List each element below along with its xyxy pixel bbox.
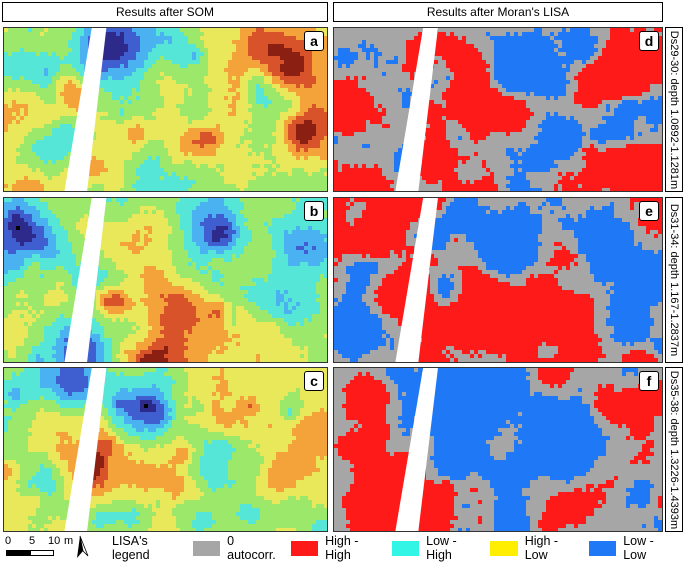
panel-label-c: c	[304, 371, 324, 391]
header-som-text: Results after SOM	[116, 5, 214, 19]
scale-zero: 0	[5, 535, 11, 547]
panel-label-d: d	[639, 31, 659, 51]
panel-label-b: b	[304, 201, 324, 221]
legend-label: Low - Low	[623, 534, 675, 562]
scale-segment-2	[30, 550, 54, 556]
legend-item: Low - Low	[589, 534, 675, 562]
legend-item: High - High	[291, 534, 382, 562]
depth-label-3: Ds35-38: depth 1.3226-1.4393m	[665, 367, 683, 532]
scale-segment-1	[6, 550, 30, 556]
legend-label: High - Low	[525, 534, 579, 562]
legend-swatch	[291, 541, 318, 556]
scale-mid: 5	[29, 535, 35, 547]
depth-label-2: Ds31-34: depth 1.167-1.2837m	[665, 197, 683, 363]
legend-item: 0 autocorr.	[193, 534, 281, 562]
depth-label-text-3: Ds35-38: depth 1.3226-1.4393m	[668, 370, 680, 528]
header-lisa-text: Results after Moran's LISA	[427, 5, 569, 19]
scale-max: 10	[48, 535, 60, 547]
map-panel-f: f	[333, 367, 663, 532]
depth-label-text-1: Ds29-30: depth 1.0892-1.1281m	[668, 30, 680, 188]
scale-bar: 0 5 10 m	[4, 535, 74, 559]
depth-label-text-2: Ds31-34: depth 1.167-1.2837m	[668, 204, 680, 356]
legend-swatch	[490, 541, 517, 556]
legend-title: LISA's legend	[112, 534, 183, 562]
map-panel-c: c	[3, 367, 328, 532]
depth-label-1: Ds29-30: depth 1.0892-1.1281m	[665, 27, 683, 192]
map-panel-a: a	[3, 27, 328, 192]
map-panel-b: b	[3, 197, 328, 363]
panel-label-a: a	[304, 31, 324, 51]
header-lisa: Results after Moran's LISA	[333, 2, 663, 22]
north-arrow-icon	[74, 534, 96, 560]
panel-label-e: e	[639, 201, 659, 221]
legend-item: Low - High	[392, 534, 481, 562]
legend-label: Low - High	[426, 534, 480, 562]
legend-label: High - High	[325, 534, 382, 562]
legend-item: High - Low	[490, 534, 579, 562]
legend-swatch	[392, 541, 419, 556]
legend-label: 0 autocorr.	[227, 534, 281, 562]
header-som: Results after SOM	[2, 2, 328, 22]
panel-label-f: f	[639, 371, 659, 391]
map-panel-d: d	[333, 27, 663, 192]
legend-swatch	[193, 541, 220, 556]
legend-swatch	[589, 541, 616, 556]
map-panel-e: e	[333, 197, 663, 363]
scale-unit: m	[64, 535, 73, 547]
